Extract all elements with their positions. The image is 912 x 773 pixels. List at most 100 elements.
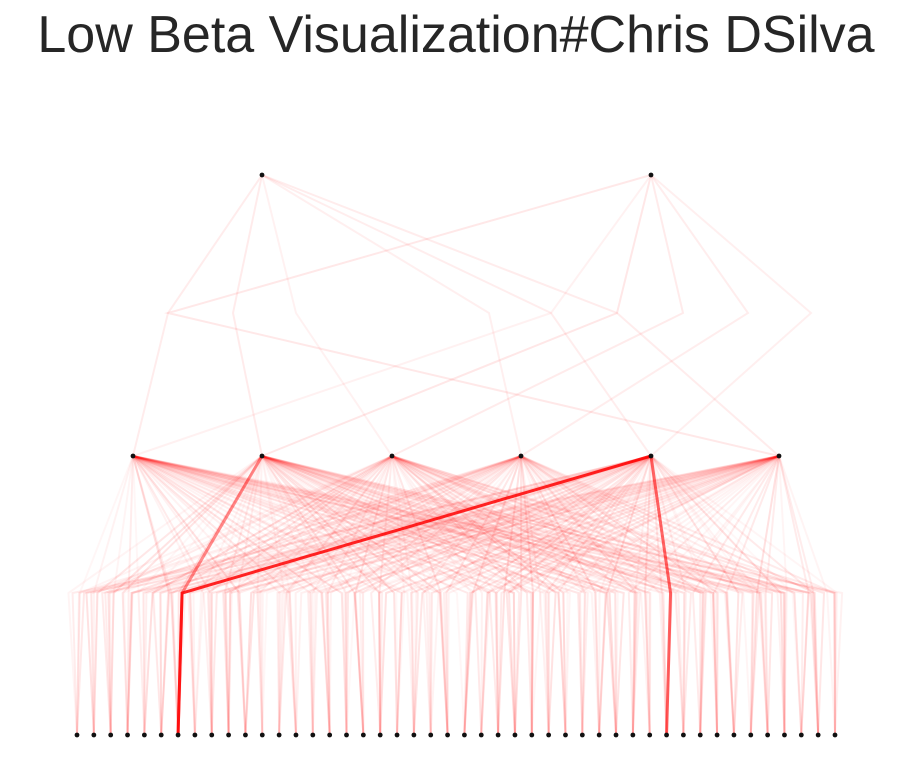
bottom-node	[765, 732, 771, 738]
bottom-node	[546, 732, 552, 738]
bottom-edge	[132, 455, 331, 736]
bottom-edge	[261, 455, 567, 736]
bottom-node	[226, 732, 232, 738]
bottom-edge	[189, 455, 522, 736]
bottom-edge	[480, 455, 780, 736]
bottom-node	[462, 732, 467, 738]
bottom-edge	[520, 455, 719, 736]
bottom-edge	[143, 455, 652, 736]
bottom-edge	[311, 455, 652, 736]
bottom-edge	[132, 455, 550, 736]
bottom-edge	[90, 455, 652, 736]
bottom-edge	[132, 455, 281, 736]
bottom-edge	[520, 455, 752, 736]
bottom-edge	[497, 455, 522, 736]
bottom-edge	[650, 455, 769, 736]
bottom-edge	[778, 455, 820, 736]
bottom-edge	[326, 455, 393, 736]
bottom-node	[815, 732, 821, 738]
top-edge	[132, 174, 652, 457]
bottom-edge	[391, 455, 618, 736]
highlighted-edge	[649, 455, 673, 736]
bottom-edge	[544, 455, 652, 736]
bottom-node	[344, 732, 349, 738]
bottom-node	[714, 732, 720, 738]
bottom-edge	[261, 455, 286, 736]
bottom-edge	[412, 455, 652, 736]
bottom-edge	[132, 455, 639, 736]
bottom-edge	[261, 455, 641, 736]
bottom-edge	[132, 455, 786, 736]
bottom-edge	[650, 455, 786, 736]
bottom-edge	[85, 455, 780, 736]
bottom-edge	[520, 455, 638, 736]
bottom-edge	[132, 455, 213, 736]
bottom-edge	[311, 455, 393, 736]
bottom-edge	[132, 455, 769, 736]
middle-node	[518, 453, 524, 459]
bottom-edge	[520, 455, 735, 736]
top-edge	[650, 174, 813, 457]
bottom-edge	[159, 455, 652, 736]
bottom-edge	[261, 455, 483, 736]
bottom-edge	[391, 455, 735, 736]
bottom-edge	[104, 455, 393, 736]
bottom-edge	[650, 455, 687, 736]
bottom-edge	[520, 455, 685, 736]
bottom-edge	[345, 455, 522, 736]
bottom-node	[563, 732, 568, 738]
bottom-edge	[261, 455, 432, 736]
bottom-edge	[530, 455, 780, 736]
bottom-edge	[143, 455, 780, 736]
bottom-edge	[261, 455, 348, 736]
bottom-edge	[261, 455, 382, 736]
bottom-edge	[309, 455, 780, 736]
bottom-edge	[391, 455, 668, 736]
bottom-edge	[76, 455, 522, 736]
bottom-edge	[85, 455, 522, 736]
bottom-edge	[261, 455, 449, 736]
bottom-edge	[442, 455, 652, 736]
bottom-edge	[391, 455, 589, 736]
bottom-node	[478, 732, 484, 738]
top-edge	[261, 174, 522, 457]
middle-node	[648, 453, 654, 459]
bottom-node	[832, 732, 838, 738]
bottom-edge	[121, 455, 263, 736]
bottom-edge	[359, 455, 780, 736]
bottom-edge	[377, 455, 652, 736]
bottom-edge	[353, 455, 652, 736]
top-edge	[164, 174, 780, 457]
bottom-edge	[391, 455, 533, 736]
bottom-edge	[132, 455, 571, 736]
top-edge	[261, 174, 652, 457]
bottom-edge	[132, 455, 205, 736]
bottom-edge	[67, 455, 263, 736]
bottom-edge	[92, 455, 134, 736]
bottom-edge	[261, 455, 755, 736]
bottom-edge	[109, 455, 134, 736]
bottom-edge	[261, 455, 774, 736]
bottom-node	[74, 732, 80, 738]
bottom-edge	[606, 455, 652, 736]
bottom-node	[782, 732, 787, 738]
bottom-edge	[328, 455, 522, 736]
bottom-node	[192, 732, 198, 738]
bottom-edge	[261, 455, 551, 736]
bottom-node	[276, 732, 282, 738]
bottom-node	[259, 732, 265, 738]
top-edge	[261, 174, 393, 457]
bottom-edge	[520, 455, 535, 736]
bottom-node	[158, 732, 164, 738]
bottom-edge	[287, 455, 393, 736]
bottom-edge	[132, 455, 491, 736]
bottom-node	[125, 732, 130, 738]
bottom-node	[293, 732, 299, 738]
top-edge	[520, 174, 750, 457]
bottom-edge	[109, 455, 263, 736]
top-edge	[391, 174, 685, 457]
bottom-edge	[261, 455, 419, 736]
bottom-edge	[650, 455, 740, 736]
bottom-edge	[294, 455, 780, 736]
